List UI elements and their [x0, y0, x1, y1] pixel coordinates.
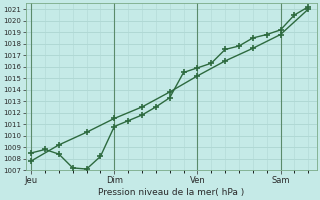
X-axis label: Pression niveau de la mer( hPa ): Pression niveau de la mer( hPa ) [98, 188, 244, 197]
